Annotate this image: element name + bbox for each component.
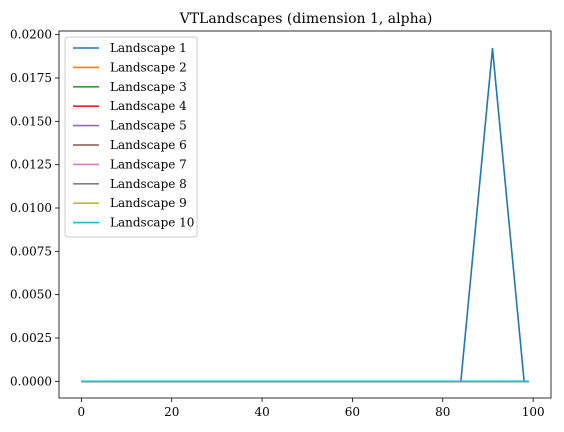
y-tick-label: 0.0125: [10, 158, 52, 172]
y-tick-label: 0.0150: [10, 114, 52, 128]
series-layer: [81, 47, 529, 383]
plot-frame: [58, 30, 552, 399]
y-tick-label: 0.0025: [10, 331, 52, 345]
legend-label: Landscape 5: [110, 119, 187, 133]
y-tick-label: 0.0075: [10, 244, 52, 258]
legend-label: Landscape 6: [110, 138, 187, 152]
legend-label: Landscape 9: [110, 196, 187, 210]
legend-label: Landscape 8: [110, 177, 187, 191]
x-tick-label: 80: [435, 405, 450, 419]
legend-label: Landscape 2: [110, 60, 187, 74]
y-tick-label: 0.0000: [10, 374, 52, 388]
x-tick-label: 40: [254, 405, 269, 419]
legend-label: Landscape 7: [110, 157, 187, 171]
legend: Landscape 1 Landscape 2 Landscape 3 Landsca…: [64, 36, 198, 238]
x-tick-label: 20: [164, 405, 179, 419]
x-axis: 0 20 40 60 80 100: [78, 398, 545, 419]
chart-title: VTLandscapes (dimension 1, alpha): [179, 11, 433, 27]
y-tick-label: 0.0175: [10, 71, 52, 85]
legend-label: Landscape 1: [110, 41, 187, 55]
legend-label: Landscape 10: [110, 216, 194, 230]
y-tick-label: 0.0100: [10, 201, 52, 215]
x-tick-label: 0: [78, 405, 86, 419]
legend-label: Landscape 3: [110, 80, 187, 94]
x-tick-label: 60: [345, 405, 360, 419]
y-tick-label: 0.0050: [10, 288, 52, 302]
y-axis: 0.0000 0.0025 0.0050 0.0075 0.0100 0.0125 0.01…: [10, 28, 59, 388]
x-tick-label: 100: [522, 405, 545, 419]
y-tick-label: 0.0200: [10, 28, 52, 42]
legend-label: Landscape 4: [110, 99, 187, 113]
